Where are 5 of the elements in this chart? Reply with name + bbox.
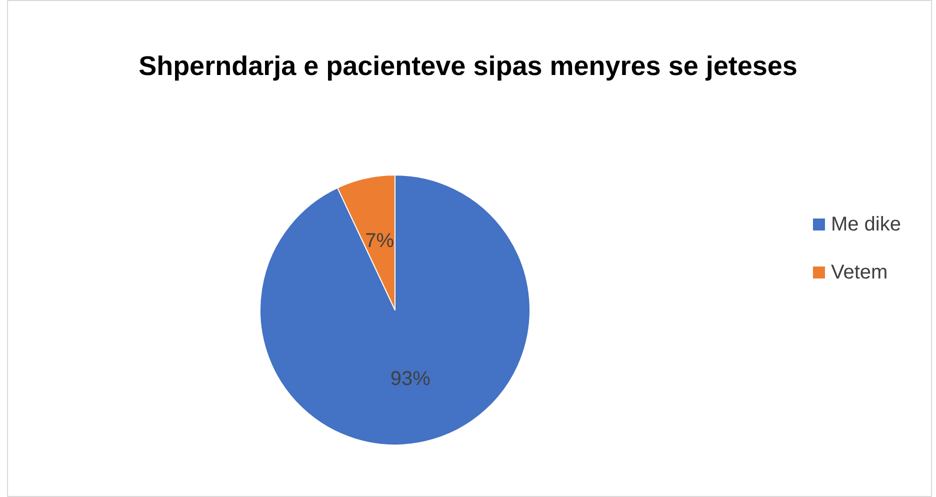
chart-title: Shperndarja e pacienteve sipas menyres se jeteses <box>138 51 798 81</box>
data-label: 93% <box>390 368 431 390</box>
data-label: 7% <box>365 230 394 252</box>
legend-label: Me dike <box>830 214 901 236</box>
legend-label: Vetem <box>830 262 888 284</box>
